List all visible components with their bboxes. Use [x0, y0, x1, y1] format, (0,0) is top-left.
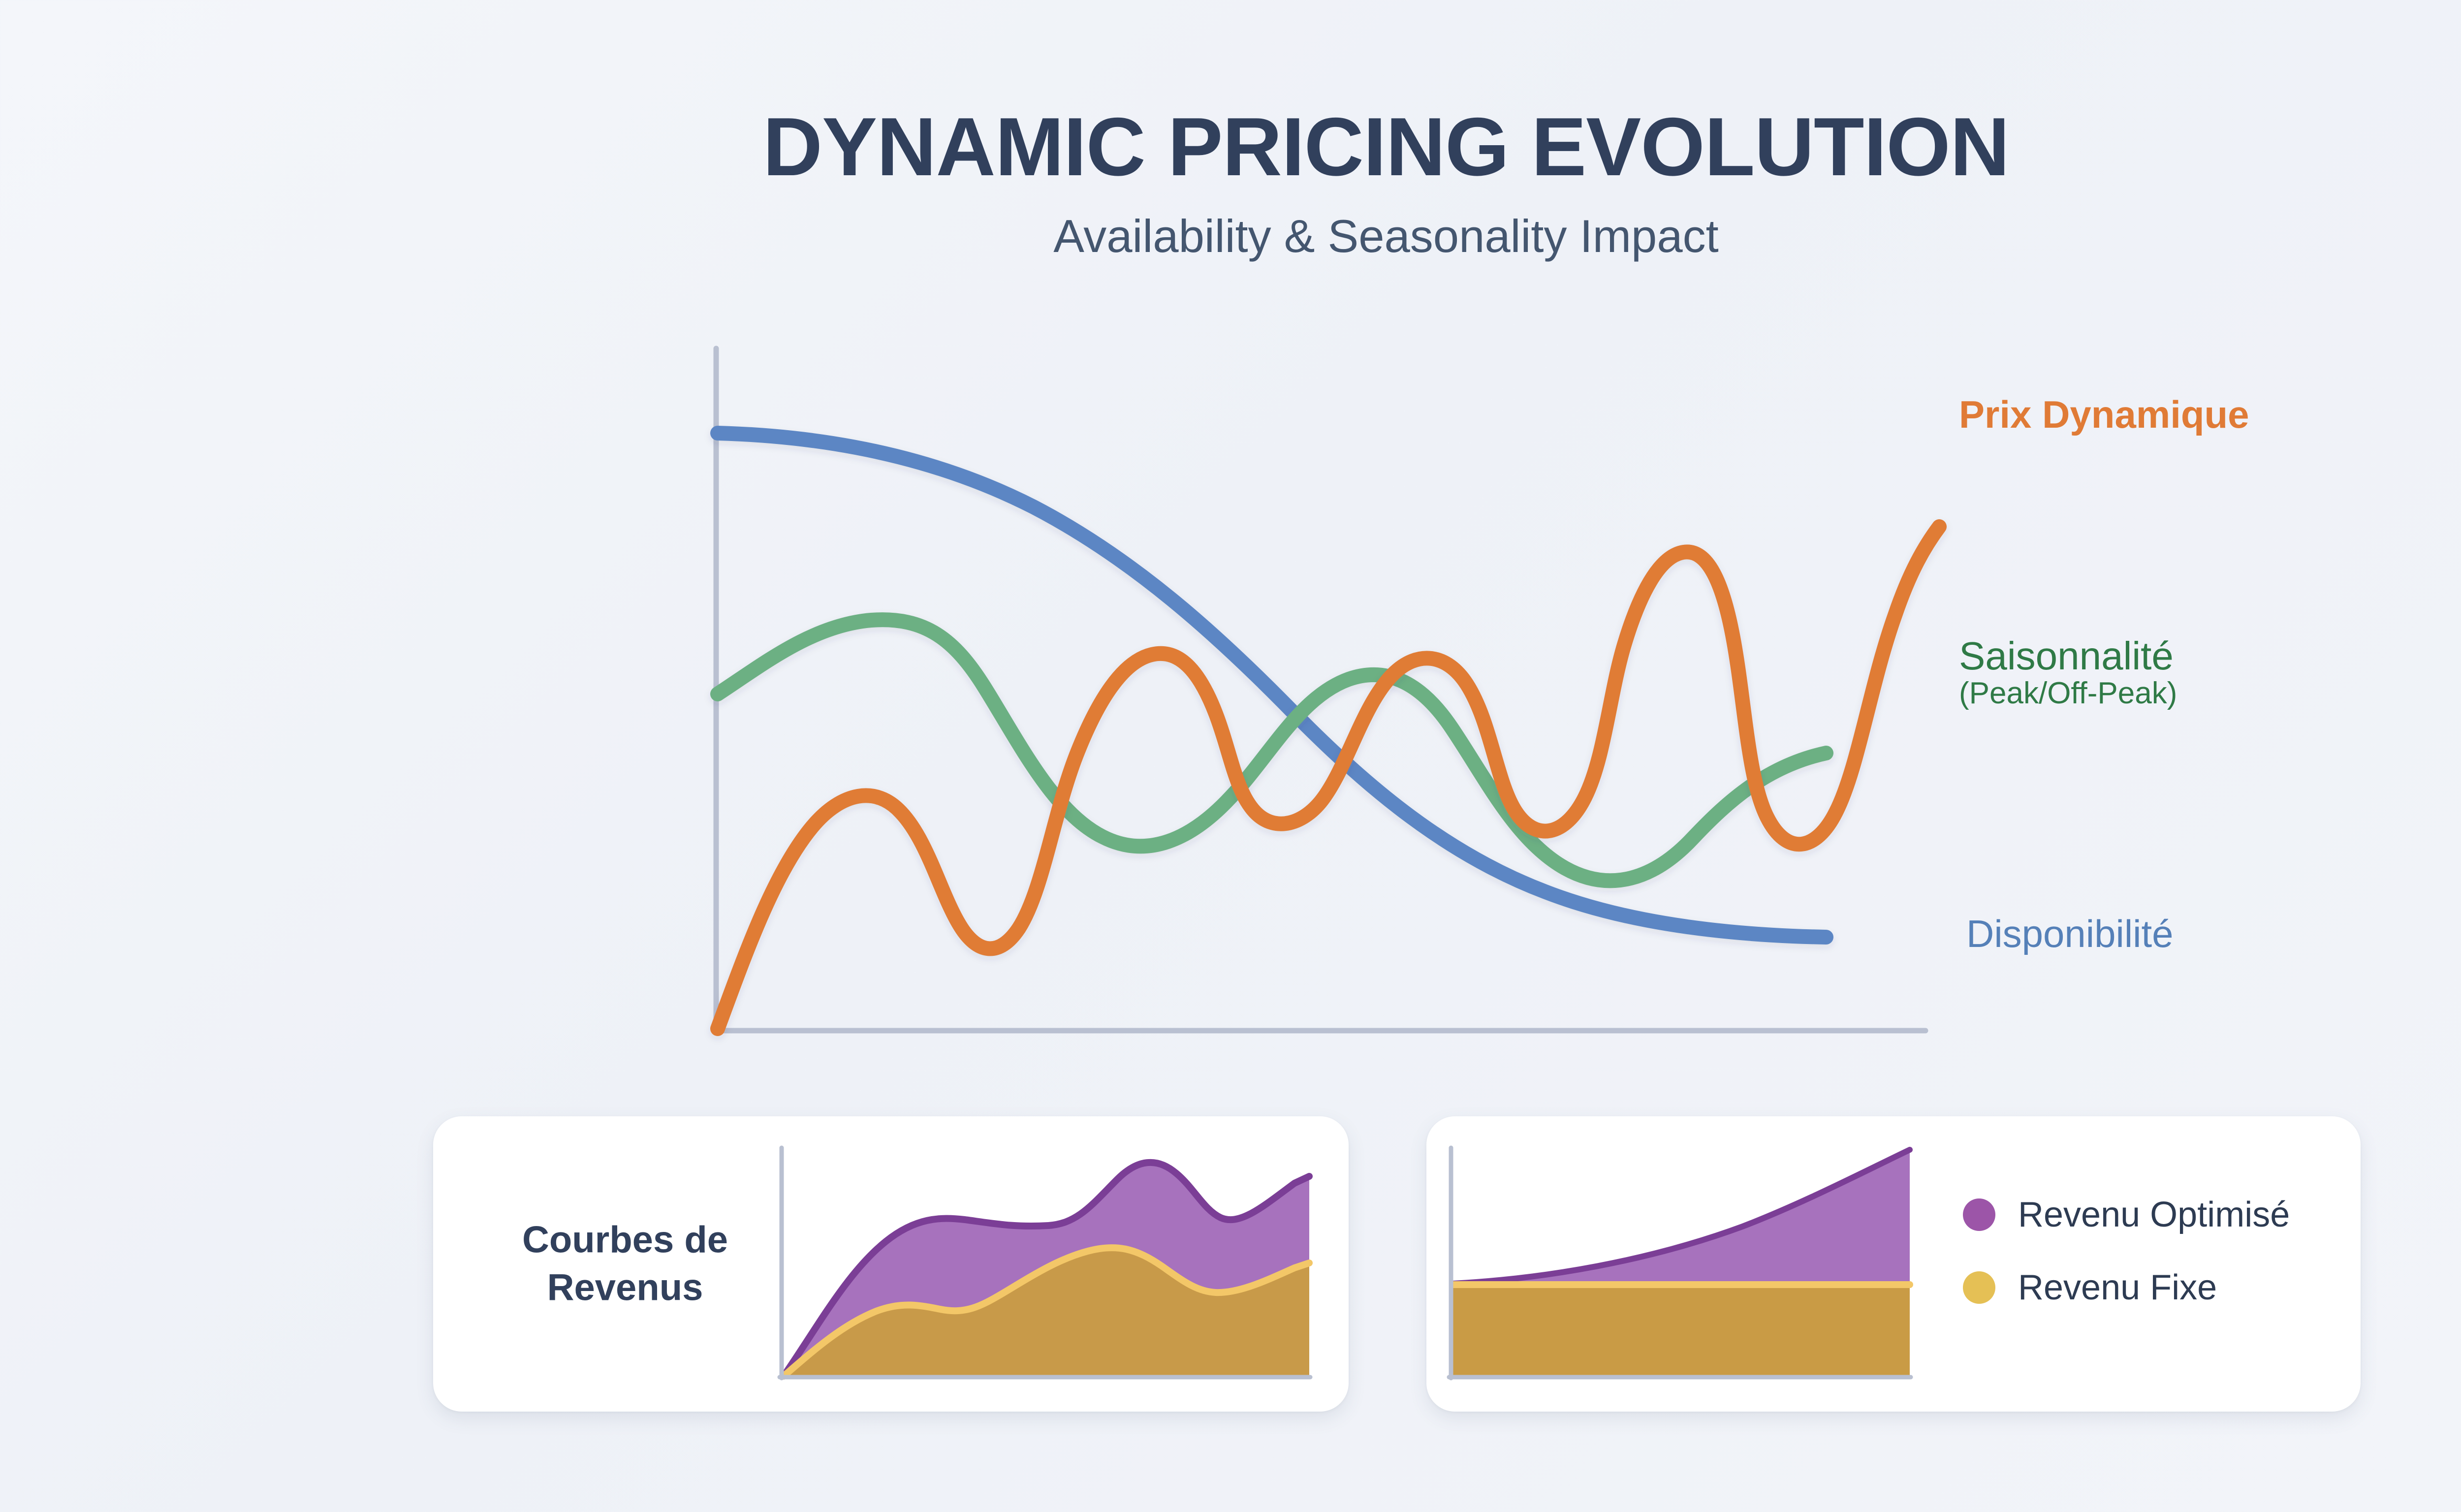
left-mini-chart-svg — [777, 1145, 1313, 1381]
legend-item-revenue-optimized[interactable]: Revenu Optimisé — [1963, 1178, 2290, 1251]
revenue-curves-card[interactable]: Courbes de Revenus — [433, 1116, 1349, 1412]
legend-dot-purple-icon — [1963, 1198, 1995, 1231]
right-revenue-optimized-line — [1450, 1147, 1913, 1287]
revenue-curves-card-title: Courbes de Revenus — [487, 1216, 763, 1312]
right-revenue-fixed-area — [1453, 1284, 1910, 1377]
series-label-seasonality-sub: (Peak/Off-Peak) — [1959, 676, 2177, 711]
main-chart-svg — [710, 346, 1947, 1036]
legend-label-revenue-optimized: Revenu Optimisé — [2018, 1195, 2290, 1234]
series-label-availability: Disponibilité — [1966, 913, 2174, 954]
right-mini-chart-svg — [1447, 1145, 1913, 1381]
main-line-chart — [679, 340, 1969, 1058]
series-label-dynamic-price-text: Prix Dynamique — [1959, 393, 2249, 436]
card-title-line-1: Courbes de — [522, 1219, 728, 1261]
page-title: DYNAMIC PRICING EVOLUTION — [762, 100, 2010, 193]
series-label-seasonality: Saisonnalité (Peak/Off-Peak) — [1959, 634, 2177, 711]
revenue-comparison-area-chart — [1437, 1145, 1929, 1386]
card-title-line-2: Revenus — [547, 1267, 703, 1309]
revenue-comparison-card[interactable]: Revenu Optimisé Revenu Fixe — [1426, 1116, 2361, 1412]
legend-item-revenue-fixed[interactable]: Revenu Fixe — [1963, 1251, 2290, 1324]
page-subtitle: Availability & Seasonality Impact — [1053, 210, 1719, 262]
seasonality-curve — [710, 612, 1833, 888]
revenue-curves-area-chart — [773, 1145, 1319, 1386]
revenue-legend: Revenu Optimisé Revenu Fixe — [1963, 1178, 2290, 1324]
header: DYNAMIC PRICING EVOLUTION Availability &… — [0, 103, 2461, 262]
left-revenue-optimized-line — [780, 1159, 1313, 1380]
right-revenue-optimized-area — [1453, 1150, 1910, 1284]
left-revenue-fixed-line — [780, 1244, 1313, 1380]
series-label-seasonality-text: Saisonnalité — [1959, 634, 2174, 678]
legend-label-revenue-fixed: Revenu Fixe — [2018, 1268, 2217, 1307]
legend-dot-gold-icon — [1963, 1271, 1995, 1304]
dynamic-price-curve — [710, 519, 1947, 1036]
series-label-availability-text: Disponibilité — [1966, 912, 2174, 955]
series-label-dynamic-price: Prix Dynamique — [1959, 394, 2249, 435]
